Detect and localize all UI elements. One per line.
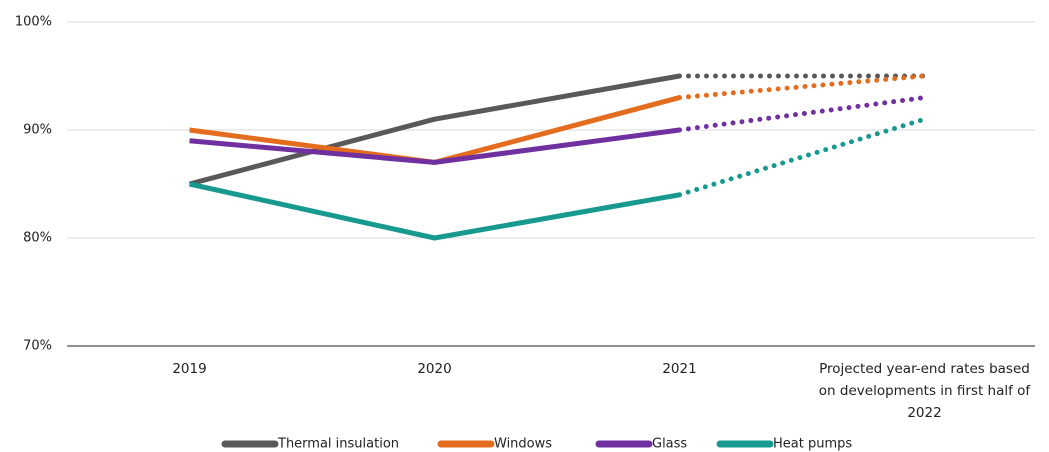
series-line <box>189 127 680 165</box>
legend-label: Windows <box>494 437 552 452</box>
legend-label: Glass <box>652 437 687 452</box>
projected-line <box>677 116 927 198</box>
series-line <box>188 181 680 241</box>
x-tick-label: 2021 <box>662 361 697 377</box>
y-tick-label: 100% <box>15 15 52 30</box>
legend-label: Heat pumps <box>773 437 852 452</box>
y-tick-label: 90% <box>23 123 52 138</box>
y-tick-label: 70% <box>23 339 52 354</box>
x-tick-label: 2020 <box>417 361 452 377</box>
projected-line <box>677 73 927 101</box>
series-line <box>188 73 680 187</box>
x-tick-label: 2019 <box>172 361 207 377</box>
legend-label: Thermal insulation <box>277 437 399 452</box>
x-tick-label: Projected year-end rates based on develo… <box>818 361 1031 421</box>
projected-line <box>677 95 927 133</box>
y-tick-label: 80% <box>23 231 52 246</box>
